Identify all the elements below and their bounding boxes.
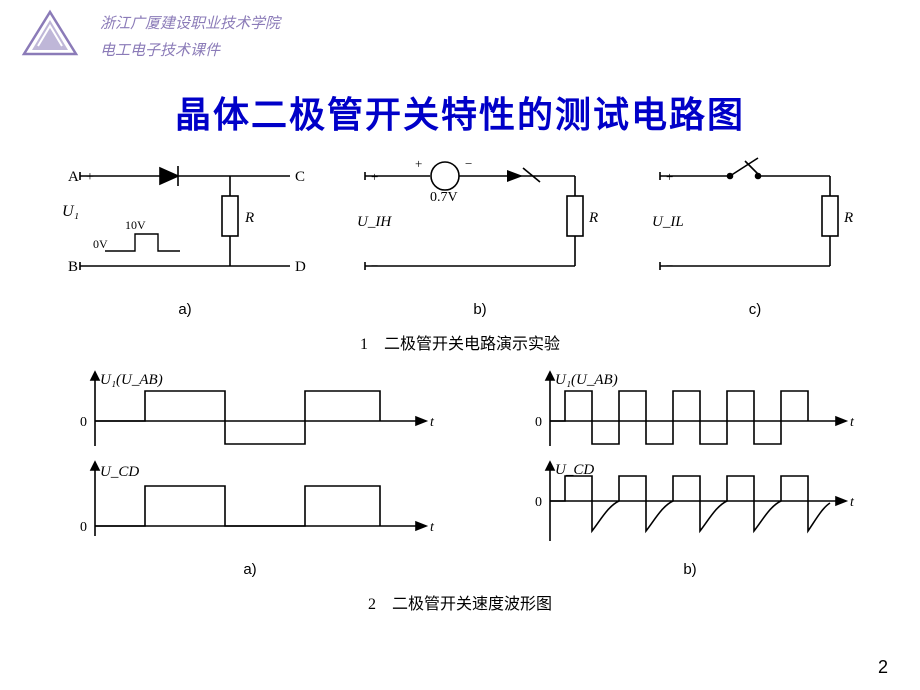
- R-a: R: [244, 210, 254, 226]
- R-b: R: [588, 210, 598, 226]
- page-title: 晶体二极管开关特性的测试电路图: [0, 86, 920, 138]
- wa-t2: t: [430, 520, 435, 535]
- page-number: 2: [878, 657, 888, 678]
- sub-c: c): [640, 301, 870, 318]
- sub-wb: b): [510, 561, 870, 578]
- wb-t2: t: [850, 495, 855, 510]
- wa-bot-label: U_CD: [100, 464, 139, 480]
- U1-label: U₁: [62, 203, 79, 220]
- node-C: C: [295, 169, 305, 185]
- node-A: A: [68, 169, 79, 185]
- UIL: U_IL: [652, 214, 684, 230]
- org-logo-icon: [20, 8, 80, 58]
- figure1-caption: 1 二极管开关电路演示实验: [50, 330, 870, 354]
- R-c: R: [843, 210, 853, 226]
- wb-zero2: 0: [535, 495, 542, 510]
- minus-b: −: [465, 156, 472, 171]
- svg-text:+: +: [371, 169, 378, 184]
- circuit-c: + − U_IL R c): [640, 156, 870, 318]
- src-0.7V: 0.7V: [430, 190, 458, 205]
- UIH: U_IH: [357, 214, 392, 230]
- pulse-hi: 10V: [125, 218, 146, 232]
- wb-top-label: U₁(U_AB): [555, 372, 618, 388]
- sub-wa: a): [50, 561, 450, 578]
- svg-text:−: −: [371, 258, 378, 273]
- figure2-caption: 2 二极管开关速度波形图: [50, 590, 870, 614]
- slide-header: 浙江广厦建设职业技术学院 电工电子技术课件: [0, 0, 920, 68]
- circuit-a: A + C B D U₁ 10V 0V R a): [50, 156, 320, 318]
- wa-t1: t: [430, 415, 435, 430]
- wave-b: U₁(U_AB) 0 t U_CD 0 t b): [510, 366, 870, 578]
- wb-bot-label: U_CD: [555, 462, 594, 478]
- node-D: D: [295, 259, 306, 275]
- plus-b: +: [415, 156, 422, 171]
- wa-top-label: U₁(U_AB): [100, 372, 163, 388]
- plus-c: +: [666, 169, 673, 184]
- diagram-area: A + C B D U₁ 10V 0V R a): [50, 156, 870, 614]
- pulse-lo: 0V: [93, 237, 108, 251]
- header-text-block: 浙江广厦建设职业技术学院 电工电子技术课件: [100, 8, 280, 60]
- wave-a: U₁(U_AB) 0 t U_CD 0 t a): [50, 366, 450, 578]
- course-name: 电工电子技术课件: [100, 39, 280, 60]
- sub-b: b): [345, 301, 615, 318]
- figure1-row: A + C B D U₁ 10V 0V R a): [50, 156, 870, 318]
- plus-a: +: [86, 170, 94, 185]
- wa-zero2: 0: [80, 520, 87, 535]
- node-B: B: [68, 259, 78, 275]
- wb-zero1: 0: [535, 415, 542, 430]
- org-name: 浙江广厦建设职业技术学院: [100, 12, 280, 33]
- circuit-b: + − 0.7V U_IH R + − b): [345, 156, 615, 318]
- sub-a: a): [50, 301, 320, 318]
- wa-zero1: 0: [80, 415, 87, 430]
- wb-t1: t: [850, 415, 855, 430]
- minus-c: −: [666, 258, 673, 273]
- figure2-row: U₁(U_AB) 0 t U_CD 0 t a): [50, 366, 870, 578]
